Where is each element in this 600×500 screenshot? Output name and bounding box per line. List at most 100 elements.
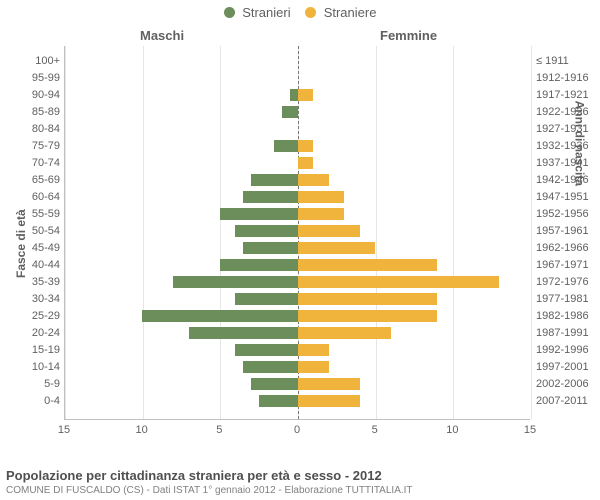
birth-label: 1992-1996 (536, 343, 600, 357)
bar-male (243, 361, 297, 373)
x-tick-label: 5 (216, 424, 222, 436)
birth-label: 1912-1916 (536, 71, 600, 85)
birth-label: 1977-1981 (536, 292, 600, 306)
legend-label-male: Stranieri (242, 5, 290, 20)
bar-female (298, 174, 329, 186)
age-label: 75-79 (0, 139, 60, 153)
chart-footer: Popolazione per cittadinanza straniera p… (6, 468, 413, 496)
age-row (65, 326, 530, 340)
birth-label: 2007-2011 (536, 394, 600, 408)
age-row (65, 105, 530, 119)
age-row (65, 309, 530, 323)
bar-female (298, 378, 360, 390)
bar-female (298, 344, 329, 356)
bar-female (298, 259, 438, 271)
footer-title: Popolazione per cittadinanza straniera p… (6, 468, 413, 483)
age-row (65, 122, 530, 136)
age-label: 50-54 (0, 224, 60, 238)
gridline (531, 46, 532, 419)
bar-male (235, 293, 297, 305)
age-label: 5-9 (0, 377, 60, 391)
age-label: 65-69 (0, 173, 60, 187)
bar-male (243, 242, 297, 254)
birth-label: ≤ 1911 (536, 54, 600, 68)
bar-female (298, 327, 391, 339)
legend-swatch-female (305, 7, 316, 18)
bar-female (298, 395, 360, 407)
bar-male (243, 191, 297, 203)
age-row (65, 156, 530, 170)
age-row (65, 207, 530, 221)
title-male: Maschi (140, 28, 184, 43)
bar-female (298, 157, 314, 169)
age-row (65, 224, 530, 238)
birth-label: 1932-1936 (536, 139, 600, 153)
birth-label: 1917-1921 (536, 88, 600, 102)
age-label: 95-99 (0, 71, 60, 85)
age-label: 60-64 (0, 190, 60, 204)
bar-male (142, 310, 297, 322)
age-label: 100+ (0, 54, 60, 68)
age-row (65, 173, 530, 187)
age-row (65, 292, 530, 306)
bar-male (274, 140, 297, 152)
pyramid-chart: Maschi Femmine Fasce di età Anni di nasc… (0, 28, 600, 448)
chart-container: Stranieri Straniere Maschi Femmine Fasce… (0, 0, 600, 500)
age-row (65, 360, 530, 374)
birth-label: 1997-2001 (536, 360, 600, 374)
bar-male (282, 106, 298, 118)
age-label: 35-39 (0, 275, 60, 289)
age-label: 10-14 (0, 360, 60, 374)
age-label: 55-59 (0, 207, 60, 221)
age-row (65, 377, 530, 391)
bar-male (235, 344, 297, 356)
birth-label: 1922-1926 (536, 105, 600, 119)
birth-label: 2002-2006 (536, 377, 600, 391)
birth-label: 1952-1956 (536, 207, 600, 221)
bar-female (298, 361, 329, 373)
age-label: 25-29 (0, 309, 60, 323)
birth-label: 1972-1976 (536, 275, 600, 289)
age-row (65, 241, 530, 255)
bar-male (259, 395, 298, 407)
birth-label: 1967-1971 (536, 258, 600, 272)
age-label: 85-89 (0, 105, 60, 119)
legend-swatch-male (224, 7, 235, 18)
legend-label-female: Straniere (324, 5, 377, 20)
footer-subtitle: COMUNE DI FUSCALDO (CS) - Dati ISTAT 1° … (6, 485, 413, 496)
birth-label: 1987-1991 (536, 326, 600, 340)
age-row (65, 275, 530, 289)
x-tick-label: 15 (58, 424, 70, 436)
birth-label: 1982-1986 (536, 309, 600, 323)
bar-male (189, 327, 298, 339)
age-row (65, 343, 530, 357)
age-label: 20-24 (0, 326, 60, 340)
birth-label: 1962-1966 (536, 241, 600, 255)
age-label: 45-49 (0, 241, 60, 255)
bar-female (298, 310, 438, 322)
birth-label: 1942-1946 (536, 173, 600, 187)
birth-label: 1957-1961 (536, 224, 600, 238)
birth-label: 1937-1941 (536, 156, 600, 170)
bar-female (298, 276, 500, 288)
bar-male (290, 89, 298, 101)
bar-male (251, 378, 298, 390)
bar-female (298, 225, 360, 237)
age-row (65, 394, 530, 408)
x-tick-label: 5 (372, 424, 378, 436)
age-label: 40-44 (0, 258, 60, 272)
x-tick-label: 10 (136, 424, 148, 436)
birth-label: 1947-1951 (536, 190, 600, 204)
x-tick-label: 0 (294, 424, 300, 436)
bar-male (220, 259, 298, 271)
age-label: 15-19 (0, 343, 60, 357)
title-female: Femmine (380, 28, 437, 43)
bar-female (298, 191, 345, 203)
birth-label: 1927-1931 (536, 122, 600, 136)
age-row (65, 54, 530, 68)
age-row (65, 88, 530, 102)
x-tick-label: 10 (446, 424, 458, 436)
age-label: 90-94 (0, 88, 60, 102)
age-row (65, 258, 530, 272)
bar-female (298, 89, 314, 101)
